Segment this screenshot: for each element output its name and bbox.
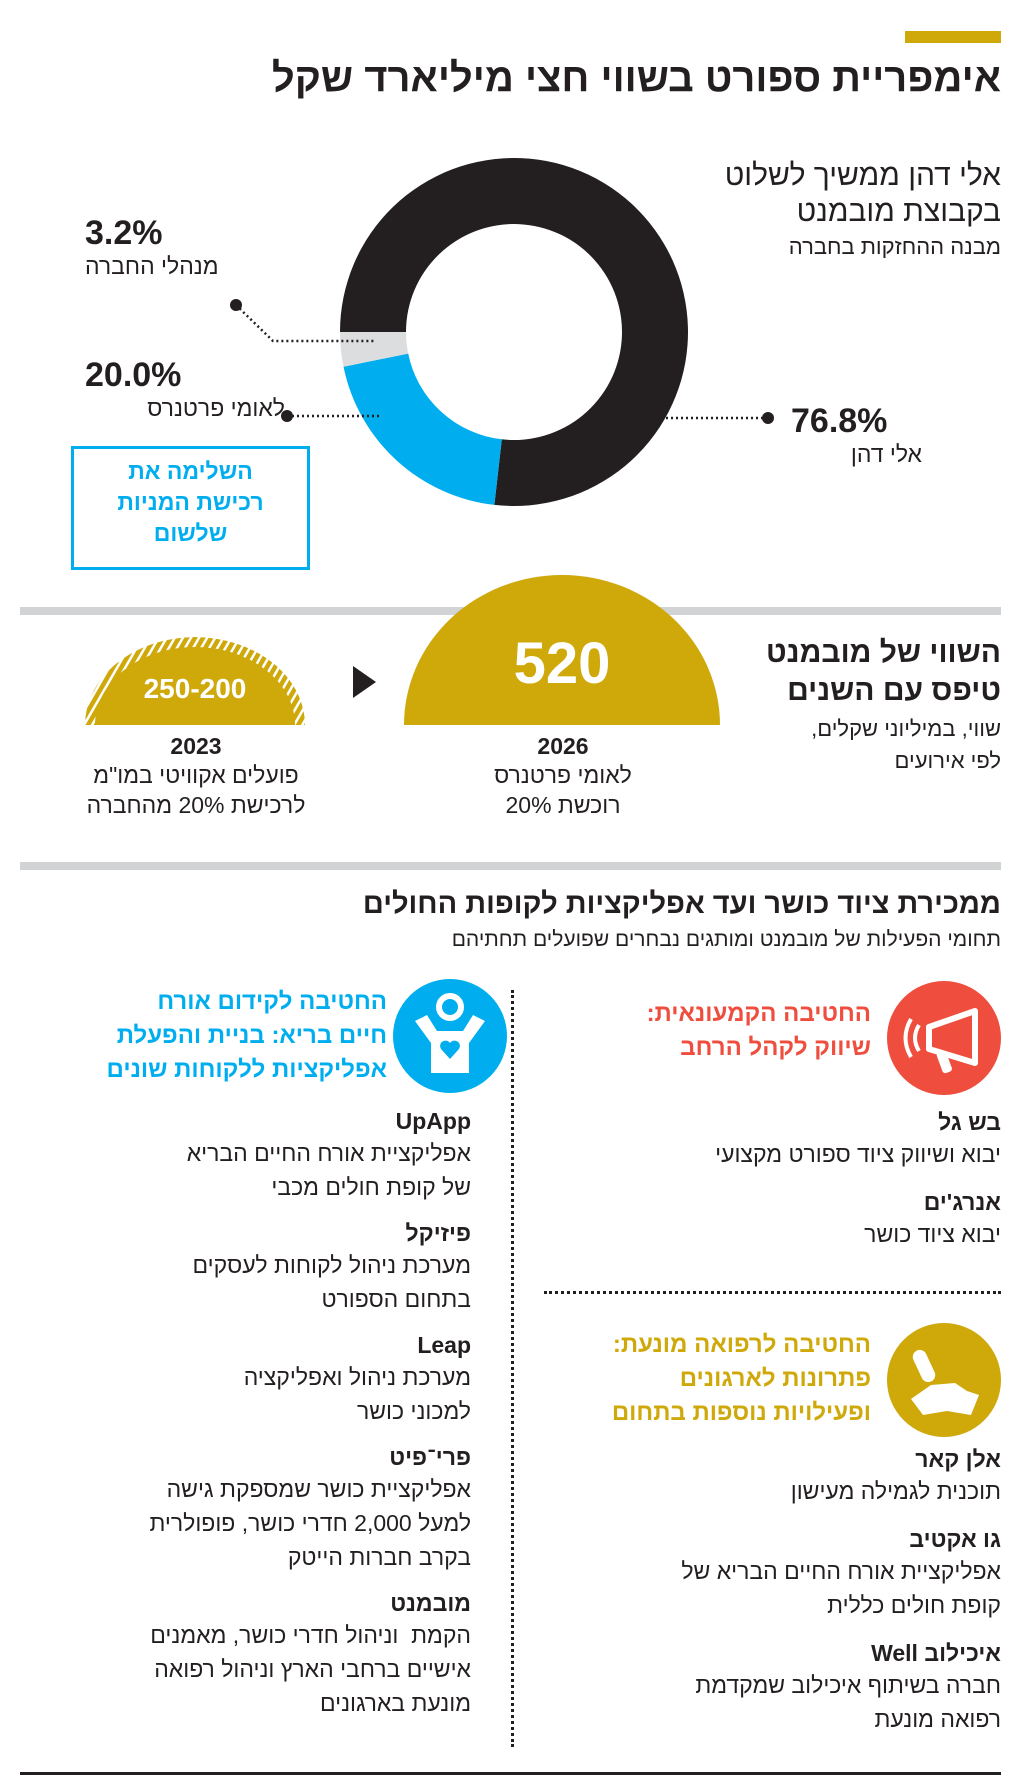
slice-name: מנהלי החברה [85,253,219,279]
brand-desc: מערכת ניהול לקוחות לעסקים [192,1252,471,1278]
brand-name: Leap [417,1332,471,1358]
brand-desc: אפליקציית אורח החיים הבריא [186,1140,471,1166]
event-desc-line: לרכישת 20% מהחברה [86,792,306,818]
brand-desc: מונעת בארגונים [319,1690,471,1716]
brand-name: UpApp [395,1108,471,1134]
leader-dot [230,299,242,311]
division-title-line: אפליקציות ללקוחות שונים [106,1056,387,1083]
brand-desc: קופת חולים כללית [827,1592,1001,1618]
slice-value: 76.8% [791,402,888,440]
valuation-2026-caption: 2026 לאומי פרטנרס רוכשת 20% [430,732,696,820]
holdings-heading-line: אלי דהן ממשיך לשלוט [724,159,1001,192]
brand-name: גו אקטיב [909,1526,1001,1552]
arrow-right-icon [353,666,376,698]
slice-label-managers: 3.2% מנהלי החברה [85,214,255,280]
brand-desc: יבוא ציוד כושר [864,1221,1001,1247]
activities-title: ממכירת ציוד כושר ועד אפליקציות לקופות הח… [362,888,1001,920]
note-line: שלשום [153,520,228,546]
slice-name: לאומי פרטנרס [147,395,285,421]
leader-dot [762,412,774,424]
activities-subtitle: תחומי הפעילות של מובמנט ומותגים נבחרים ש… [451,928,1001,951]
valuation-subtitle-line: שווי, במיליוני שקלים, [811,716,1001,741]
leader-line [235,304,375,343]
brand-name: מובמנט [390,1590,471,1616]
division-title-line: החטיבה הקמעונאית: [646,1000,871,1027]
donut-slice [343,353,502,505]
brand-desc: אפליקציית אורח החיים הבריא של [681,1558,1001,1584]
slice-label-leumi: 20.0% לאומי פרטנרס [85,356,285,422]
slice-name: אלי דהן [850,441,922,467]
column-divider [511,990,514,1747]
page-title: אימפריית ספורט בשווי חצי מיליארד שקל [271,56,1001,100]
leader-dot [281,410,293,422]
donut-slice [340,158,688,506]
valuation-subtitle: שווי, במיליוני שקלים, לפי אירועים [811,713,1001,777]
division-title-line: ופעילויות נוספות בתחום [611,1399,871,1426]
donut-chart [230,158,774,506]
brand-desc: למעל 2,000 חדרי כושר, פופולרית [149,1510,471,1536]
acquisition-note: השלימה את רכישת המניות שלשום [71,446,310,570]
brand-desc: בקרב חברות הייטק [287,1544,471,1570]
division-title-line: החטיבה לרפואה מונעת: [612,1331,871,1358]
division-preventive-items: אלן קאר תוכנית לגמילה מעישון גו אקטיב אפ… [681,1444,1001,1736]
valuation-2026-semicircle [404,575,720,725]
holdings-subtitle: מבנה ההחזקות בחברה [788,234,1001,259]
division-title-line: פתרונות לארגונים [679,1365,871,1392]
brand-desc: למכוני כושר [356,1398,471,1424]
division-lifestyle-title: החטיבה לקידום אורח חיים בריא: בניית והפע… [107,985,387,1087]
division-title-line: החטיבה לקידום אורח [157,988,387,1015]
division-title-line: חיים בריא: בניית והפעלת [116,1022,387,1049]
brand-desc: מערכת ניהול ואפליקציה [243,1364,471,1390]
megaphone-icon [887,981,1001,1095]
brand-desc: רפואה מונעת [874,1706,1001,1732]
holdings-heading-line: בקבוצת מובמנט [796,195,1001,228]
brand-name: אלן קאר [915,1446,1001,1472]
brand-desc: בתחום הספורט [321,1286,472,1312]
note-line: השלימה את [128,458,253,484]
person-heart-icon [393,979,507,1093]
event-desc-line: רוכשת 20% [505,792,621,818]
division-retail-title: החטיבה הקמעונאית: שיווק לקהל הרחב [647,997,871,1065]
valuation-2026-value: 520 [513,631,611,696]
brand-desc: של קופת חולים מכבי [271,1174,471,1200]
slice-value: 3.2% [85,214,163,252]
section-divider [20,862,1001,870]
brand-desc: אפליקציית כושר שמספקת גישה [166,1476,471,1502]
brand-name: פיזיקל [405,1220,471,1246]
division-lifestyle-items: UpApp אפליקציית אורח החיים הבריא של קופת… [149,1106,471,1720]
valuation-2023-semicircle [85,637,305,725]
brand-desc: חברה בשיתוף איכילוב שמקדמת [695,1672,1001,1698]
brand-name: איכילוב Well [871,1640,1001,1666]
brand-desc: אישיים ברחבי הארץ וניהול רפואה [154,1656,471,1682]
division-title-line: שיווק לקהל הרחב [680,1034,871,1061]
note-line: רכישת המניות [117,489,264,515]
valuation-2023-value: 250-200 [143,673,247,704]
brand-desc: הקמת וניהול חדרי כושר, מאמנים [150,1622,471,1648]
event-year: 2026 [537,733,589,759]
division-divider [544,1291,1001,1294]
event-desc-line: לאומי פרטנרס [494,762,632,788]
hand-pill-icon [887,1323,1001,1437]
slice-label-dahan: 76.8% אלי דהן [791,402,931,468]
valuation-subtitle-line: לפי אירועים [894,748,1001,773]
valuation-heading-line: טיפס עם השנים [787,674,1001,707]
valuation-2023-caption: 2023 פועלים אקוויטי במו"מ לרכישת 20% מהח… [46,732,346,820]
event-desc-line: פועלים אקוויטי במו"מ [93,762,299,788]
valuation-heading-line: השווי של מובמנט [766,636,1001,669]
division-preventive-title: החטיבה לרפואה מונעת: פתרונות לארגונים ופ… [612,1328,871,1430]
holdings-heading: אלי דהן ממשיך לשלוט בקבוצת מובמנט [725,158,1001,230]
brand-desc: יבוא ושיווק ציוד ספורט מקצועי [715,1141,1001,1167]
brand-name: פרי־פיט [389,1444,471,1470]
brand-desc: תוכנית לגמילה מעישון [790,1478,1001,1504]
accent-bar [905,31,1001,43]
division-retail-items: בש גל יבוא ושיווק ציוד ספורט מקצועי אנרג… [715,1107,1001,1251]
brand-name: אנרג'ים [923,1189,1001,1215]
event-year: 2023 [170,733,222,759]
brand-name: בש גל [938,1109,1001,1135]
valuation-graphic [85,575,720,725]
valuation-heading: השווי של מובמנט טיפס עם השנים [766,634,1001,710]
slice-value: 20.0% [85,356,182,394]
bottom-rule [20,1772,1001,1775]
